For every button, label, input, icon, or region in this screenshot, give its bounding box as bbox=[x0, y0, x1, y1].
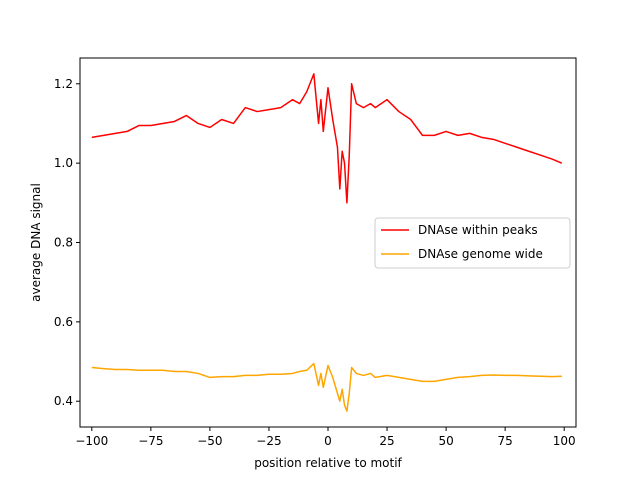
x-tick-label: −25 bbox=[256, 434, 281, 448]
x-tick-label: 0 bbox=[324, 434, 332, 448]
series-line-0 bbox=[91, 73, 563, 204]
y-axis-ticks: 0.4 0.6 0.8 1.0 1.2 bbox=[54, 77, 80, 408]
x-tick-label: 25 bbox=[379, 434, 394, 448]
x-tick-label: 100 bbox=[553, 434, 576, 448]
legend-label-genome-wide: DNAse genome wide bbox=[418, 247, 543, 261]
x-tick-label: −100 bbox=[75, 434, 108, 448]
x-axis-label: position relative to motif bbox=[254, 456, 402, 470]
x-axis-ticks: −100 −75 −50 −25 0 25 50 75 100 bbox=[75, 427, 576, 448]
x-tick-label: 75 bbox=[498, 434, 513, 448]
y-tick-label: 0.6 bbox=[54, 315, 73, 329]
y-tick-label: 1.2 bbox=[54, 77, 73, 91]
x-tick-label: 50 bbox=[438, 434, 453, 448]
legend-label-within-peaks: DNAse within peaks bbox=[418, 223, 538, 237]
x-tick-label: −75 bbox=[138, 434, 163, 448]
y-tick-label: 0.8 bbox=[54, 236, 73, 250]
x-tick-label: −50 bbox=[197, 434, 222, 448]
legend: DNAse within peaks DNAse genome wide bbox=[374, 217, 571, 269]
y-axis-label: average DNA signal bbox=[29, 183, 43, 302]
legend-box bbox=[374, 217, 571, 269]
y-tick-label: 1.0 bbox=[54, 156, 73, 170]
series-line-1 bbox=[91, 362, 562, 412]
series-layer bbox=[91, 73, 563, 412]
y-tick-label: 0.4 bbox=[54, 394, 73, 408]
